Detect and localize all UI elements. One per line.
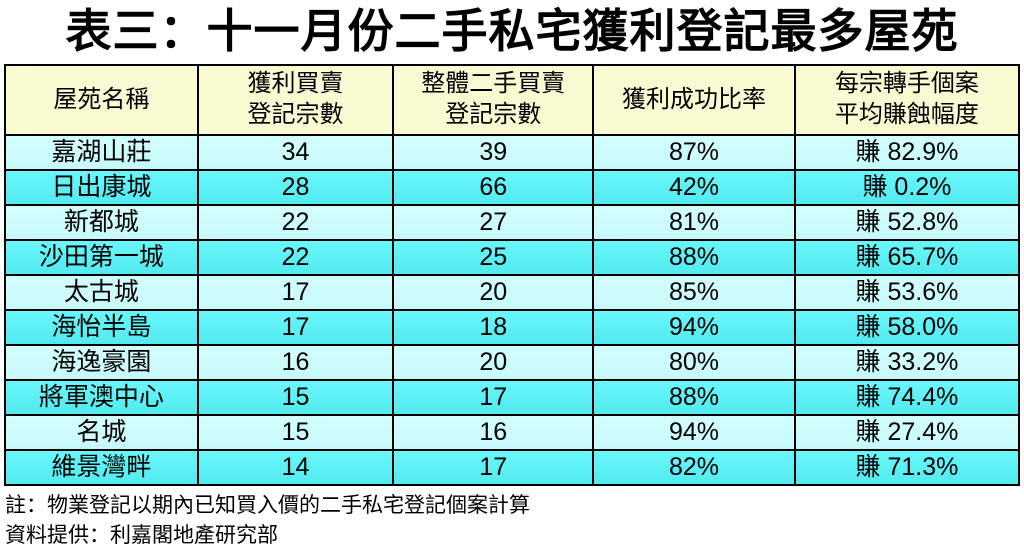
total-count-cell: 20 bbox=[392, 344, 595, 381]
avg-gain-cell: 賺 53.6% bbox=[793, 274, 1021, 311]
estate-name-cell: 日出康城 bbox=[4, 169, 199, 206]
profit-count-cell: 34 bbox=[196, 134, 395, 171]
table-row: 將軍澳中心 15 17 88% 賺 74.4% bbox=[4, 379, 1021, 416]
source-note: 資料提供：利嘉閣地產研究部 bbox=[5, 524, 278, 547]
estate-name-cell: 沙田第一城 bbox=[4, 239, 199, 276]
success-rate-cell: 94% bbox=[592, 414, 796, 451]
footnotes: 註：物業登記以期內已知買入價的二手私宅登記個案計算 資料提供：利嘉閣地產研究部 bbox=[5, 491, 1024, 551]
success-rate-cell: 88% bbox=[592, 239, 796, 276]
success-rate-cell: 82% bbox=[592, 449, 796, 486]
column-header-profit-count: 獲利買賣 登記宗數 bbox=[196, 64, 395, 136]
table-row: 海逸豪園 16 20 80% 賺 33.2% bbox=[4, 344, 1021, 381]
profit-count-cell: 15 bbox=[196, 414, 395, 451]
avg-gain-cell: 賺 58.0% bbox=[793, 309, 1021, 346]
estate-name-cell: 太古城 bbox=[4, 274, 199, 311]
profit-count-cell: 15 bbox=[196, 379, 395, 416]
column-header-avg-gain: 每宗轉手個案 平均賺蝕幅度 bbox=[793, 64, 1021, 136]
total-count-cell: 27 bbox=[392, 204, 595, 241]
success-rate-cell: 81% bbox=[592, 204, 796, 241]
column-header-estate: 屋苑名稱 bbox=[4, 64, 199, 136]
profit-count-cell: 14 bbox=[196, 449, 395, 486]
table-row: 太古城 17 20 85% 賺 53.6% bbox=[4, 274, 1021, 311]
estate-name-cell: 新都城 bbox=[4, 204, 199, 241]
success-rate-cell: 88% bbox=[592, 379, 796, 416]
success-rate-cell: 94% bbox=[592, 309, 796, 346]
table-row: 沙田第一城 22 25 88% 賺 65.7% bbox=[4, 239, 1021, 276]
estates-table: 屋苑名稱 獲利買賣 登記宗數 整體二手買賣 登記宗數 獲利成功比率 每宗轉手個案… bbox=[4, 64, 1021, 486]
profit-count-cell: 17 bbox=[196, 274, 395, 311]
table-row: 嘉湖山莊 34 39 87% 賺 82.9% bbox=[4, 134, 1021, 171]
table-row: 名城 15 16 94% 賺 27.4% bbox=[4, 414, 1021, 451]
estate-name-cell: 將軍澳中心 bbox=[4, 379, 199, 416]
avg-gain-cell: 賺 74.4% bbox=[793, 379, 1021, 416]
avg-gain-cell: 賺 33.2% bbox=[793, 344, 1021, 381]
success-rate-cell: 80% bbox=[592, 344, 796, 381]
total-count-cell: 18 bbox=[392, 309, 595, 346]
header-row: 屋苑名稱 獲利買賣 登記宗數 整體二手買賣 登記宗數 獲利成功比率 每宗轉手個案… bbox=[4, 64, 1021, 136]
profit-count-cell: 28 bbox=[196, 169, 395, 206]
avg-gain-cell: 賺 71.3% bbox=[793, 449, 1021, 486]
total-count-cell: 66 bbox=[392, 169, 595, 206]
estate-name-cell: 嘉湖山莊 bbox=[4, 134, 199, 171]
success-rate-cell: 87% bbox=[592, 134, 796, 171]
total-count-cell: 16 bbox=[392, 414, 595, 451]
profit-count-cell: 22 bbox=[196, 239, 395, 276]
total-count-cell: 17 bbox=[392, 449, 595, 486]
calculation-note: 註：物業登記以期內已知買入價的二手私宅登記個案計算 bbox=[5, 494, 530, 517]
estate-name-cell: 海逸豪園 bbox=[4, 344, 199, 381]
total-count-cell: 20 bbox=[392, 274, 595, 311]
column-header-success-rate: 獲利成功比率 bbox=[592, 64, 796, 136]
table-row: 海怡半島 17 18 94% 賺 58.0% bbox=[4, 309, 1021, 346]
estate-name-cell: 名城 bbox=[4, 414, 199, 451]
avg-gain-cell: 賺 0.2% bbox=[793, 169, 1021, 206]
table-row: 日出康城 28 66 42% 賺 0.2% bbox=[4, 169, 1021, 206]
avg-gain-cell: 賺 65.7% bbox=[793, 239, 1021, 276]
avg-gain-cell: 賺 52.8% bbox=[793, 204, 1021, 241]
table-row: 新都城 22 27 81% 賺 52.8% bbox=[4, 204, 1021, 241]
avg-gain-cell: 賺 27.4% bbox=[793, 414, 1021, 451]
profit-count-cell: 17 bbox=[196, 309, 395, 346]
profit-count-cell: 16 bbox=[196, 344, 395, 381]
profit-count-cell: 22 bbox=[196, 204, 395, 241]
estate-name-cell: 維景灣畔 bbox=[4, 449, 199, 486]
success-rate-cell: 85% bbox=[592, 274, 796, 311]
total-count-cell: 25 bbox=[392, 239, 595, 276]
success-rate-cell: 42% bbox=[592, 169, 796, 206]
total-count-cell: 17 bbox=[392, 379, 595, 416]
avg-gain-cell: 賺 82.9% bbox=[793, 134, 1021, 171]
estate-name-cell: 海怡半島 bbox=[4, 309, 199, 346]
page-title: 表三：十一月份二手私宅獲利登記最多屋苑 bbox=[65, 5, 959, 57]
column-header-total-count: 整體二手買賣 登記宗數 bbox=[392, 64, 595, 136]
total-count-cell: 39 bbox=[392, 134, 595, 171]
table-row: 維景灣畔 14 17 82% 賺 71.3% bbox=[4, 449, 1021, 486]
